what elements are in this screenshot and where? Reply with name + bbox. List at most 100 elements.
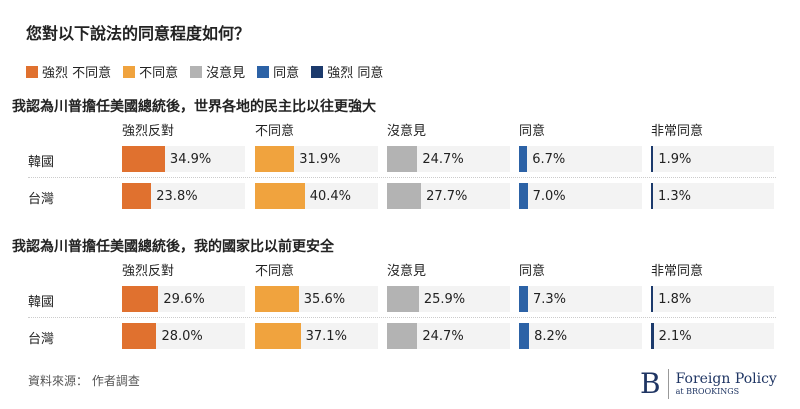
row-label: 韓國 — [28, 295, 55, 310]
bar — [255, 146, 295, 172]
logo-name: Foreign Policy — [675, 370, 777, 387]
bar — [122, 286, 159, 312]
bar — [651, 183, 653, 209]
bar-value-label: 7.0% — [532, 189, 566, 204]
chart-title: 您對以下說法的同意程度如何？ — [26, 24, 251, 43]
bar — [651, 146, 654, 172]
bar-value-label: 8.2% — [534, 329, 568, 344]
row-label: 台灣 — [28, 332, 55, 347]
bar — [387, 146, 418, 172]
bar-value-label: 29.6% — [163, 292, 205, 307]
bar-cell: 7.0% — [519, 183, 642, 209]
legend-item: 強烈 同意 — [311, 62, 383, 81]
bar-value-label: 25.9% — [423, 292, 466, 307]
legend-label: 不同意 — [139, 66, 179, 81]
bar — [255, 323, 301, 349]
legend-swatch — [257, 65, 270, 78]
bar — [651, 286, 654, 312]
bar — [122, 323, 157, 349]
row-label: 韓國 — [28, 155, 55, 170]
column-header: 同意 — [519, 124, 546, 139]
bar — [122, 183, 152, 209]
bar-cell: 27.7% — [387, 183, 510, 209]
section-title: 我認為川普擔任美國總統後，世界各地的民主比以往更強大 — [12, 99, 376, 115]
bar-cell: 31.9% — [255, 146, 378, 172]
legend-item: 同意 — [257, 62, 299, 81]
bar-cell: 1.3% — [651, 183, 774, 209]
bar — [519, 183, 528, 209]
bar — [387, 286, 419, 312]
bar-value-label: 2.1% — [658, 329, 692, 344]
bar-cell: 24.7% — [387, 146, 510, 172]
bar-cell: 1.8% — [651, 286, 774, 312]
legend: 強烈 不同意 不同意 沒意見 同意 強烈 同意 — [26, 62, 383, 81]
source-note: 資料來源： 作者調查 — [28, 374, 140, 388]
row-label: 台灣 — [28, 192, 55, 207]
bar-cell: 29.6% — [122, 286, 245, 312]
bar-value-label: 37.1% — [305, 329, 347, 344]
bar-cell: 2.1% — [651, 323, 774, 349]
bar-value-label: 40.4% — [309, 189, 351, 204]
bar-value-label: 1.3% — [658, 189, 692, 204]
legend-swatch — [123, 65, 136, 78]
legend-swatch — [190, 65, 203, 78]
bar-value-label: 35.6% — [303, 292, 346, 307]
bar — [122, 146, 165, 172]
legend-swatch — [26, 65, 38, 78]
bar-cell: 37.1% — [255, 323, 378, 349]
column-header: 不同意 — [255, 124, 295, 139]
legend-label: 強烈 不同意 — [42, 66, 112, 81]
bar-value-label: 1.9% — [658, 152, 692, 167]
row-divider — [28, 317, 776, 318]
logo-sub: at BROOKINGS — [675, 386, 740, 396]
column-header: 沒意見 — [387, 124, 427, 139]
bar — [255, 183, 305, 209]
bar — [651, 323, 654, 349]
column-header: 非常同意 — [651, 124, 704, 139]
bar-cell: 8.2% — [519, 323, 642, 349]
legend-item: 沒意見 — [190, 62, 245, 81]
bar-cell: 6.7% — [519, 146, 642, 172]
bar-cell: 25.9% — [387, 286, 510, 312]
bar — [387, 183, 422, 209]
column-header: 沒意見 — [387, 264, 427, 279]
legend-label: 沒意見 — [206, 66, 246, 81]
bar-cell: 24.7% — [387, 323, 510, 349]
column-header: 非常同意 — [651, 264, 704, 279]
bar-value-label: 31.9% — [299, 152, 341, 167]
logo-letter: B — [640, 367, 661, 400]
logo-divider — [667, 368, 669, 399]
bar — [255, 286, 299, 312]
bar-cell: 7.3% — [519, 286, 642, 312]
bar-cell: 40.4% — [255, 183, 378, 209]
bar-value-label: 6.7% — [532, 152, 566, 167]
legend-label: 同意 — [273, 66, 300, 81]
legend-swatch — [311, 65, 324, 78]
section-title: 我認為川普擔任美國總統後，我的國家比以前更安全 — [12, 239, 334, 255]
bar-cell: 34.9% — [122, 146, 245, 172]
bar-value-label: 23.8% — [156, 189, 198, 204]
bar-value-label: 24.7% — [422, 152, 464, 167]
row-divider — [28, 177, 776, 178]
bar — [387, 323, 418, 349]
bar-value-label: 24.7% — [422, 329, 464, 344]
bar-cell: 23.8% — [122, 183, 245, 209]
bar-value-label: 34.9% — [169, 152, 212, 167]
column-header: 不同意 — [255, 264, 295, 279]
legend-label: 強烈 同意 — [327, 66, 384, 81]
column-header: 強烈反對 — [122, 124, 175, 139]
legend-item: 不同意 — [123, 62, 178, 81]
bar — [519, 286, 528, 312]
brookings-logo: B Foreign Policy at BROOKINGS — [640, 367, 777, 400]
legend-item: 強烈 不同意 — [26, 62, 111, 81]
bar-value-label: 27.7% — [426, 189, 468, 204]
bar-cell: 28.0% — [122, 323, 245, 349]
bar-cell: 1.9% — [651, 146, 774, 172]
bar-value-label: 28.0% — [161, 329, 203, 344]
column-header: 同意 — [519, 264, 546, 279]
bar — [519, 323, 530, 349]
bar-cell: 35.6% — [255, 286, 378, 312]
bar-value-label: 7.3% — [532, 292, 566, 307]
bar-value-label: 1.8% — [658, 292, 692, 307]
